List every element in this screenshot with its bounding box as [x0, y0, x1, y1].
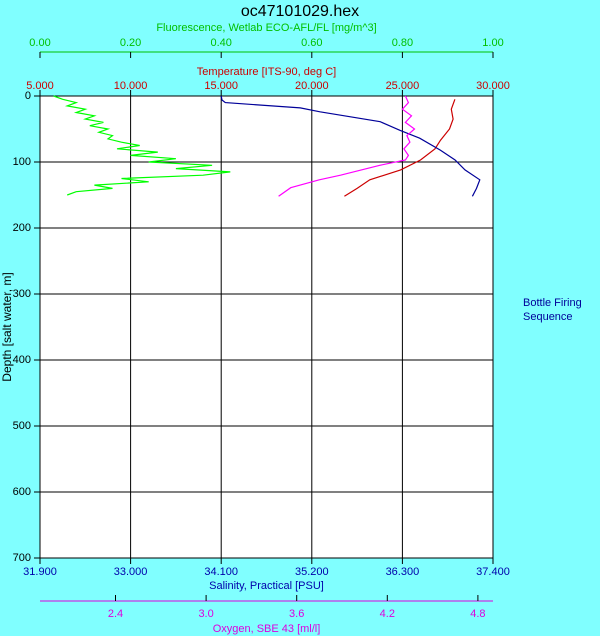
annotation: Bottle Firing Sequence — [523, 297, 582, 323]
x-tick-label: 3.6 — [289, 608, 304, 620]
y-tick-label: 600 — [13, 486, 31, 498]
chart-title: oc47101029.hex — [241, 3, 359, 20]
x-tick-label: 0.40 — [210, 37, 231, 49]
x-tick-label: 3.0 — [198, 608, 213, 620]
x-tick-label: 36.300 — [386, 566, 420, 578]
x-tick-label: 10.000 — [114, 80, 148, 92]
x-tick-label: 25.000 — [386, 80, 420, 92]
x-tick-label: 31.900 — [23, 566, 57, 578]
y-tick-label: 700 — [13, 552, 31, 564]
x-tick-label: 5.000 — [26, 80, 54, 92]
y-tick-label: 100 — [13, 156, 31, 168]
y-tick-label: 400 — [13, 354, 31, 366]
y-tick-label: 200 — [13, 222, 31, 234]
x-tick-label: 0.60 — [301, 37, 322, 49]
x-tick-label: 2.4 — [108, 608, 123, 620]
x-tick-label: 4.8 — [470, 608, 485, 620]
y-tick-label: 500 — [13, 420, 31, 432]
y-tick-label: 0 — [25, 90, 31, 102]
x-tick-label: 15.000 — [204, 80, 238, 92]
x-tick-label: 30.000 — [476, 80, 510, 92]
profile-line — [344, 99, 456, 197]
x-tick-label: 0.20 — [120, 37, 141, 49]
x-tick-label: 4.2 — [380, 608, 395, 620]
profile-line — [53, 95, 231, 196]
profile-line — [220, 95, 481, 197]
x-tick-label: 34.100 — [204, 566, 238, 578]
y-axis-title: Depth [salt water, m] — [0, 272, 14, 381]
y-tick-label: 300 — [13, 288, 31, 300]
x-tick-label: 0.00 — [29, 37, 50, 49]
x-tick-label: 0.80 — [392, 37, 413, 49]
profile-line — [278, 95, 416, 197]
x-axis-title: Fluorescence, Wetlab ECO-AFL/FL [mg/m^3] — [156, 22, 376, 34]
x-axis-title: Salinity, Practical [PSU] — [209, 580, 324, 592]
x-axis-title: Temperature [ITS-90, deg C] — [197, 66, 336, 78]
x-tick-label: 33.000 — [114, 566, 148, 578]
plot-area — [40, 96, 493, 558]
x-tick-label: 35.200 — [295, 566, 329, 578]
x-tick-label: 1.00 — [482, 37, 503, 49]
x-tick-label: 37.400 — [476, 566, 510, 578]
x-axis-title: Oxygen, SBE 43 [ml/l] — [213, 623, 321, 635]
x-tick-label: 20.000 — [295, 80, 329, 92]
